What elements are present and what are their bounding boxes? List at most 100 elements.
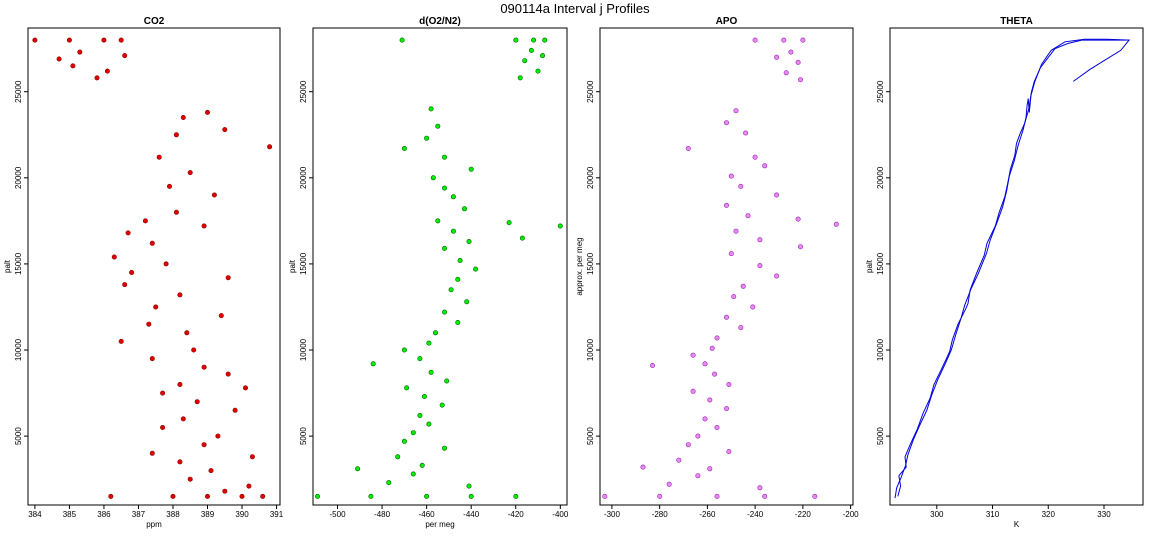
data-point [177,459,183,465]
data-point [733,108,739,114]
data-point [441,154,447,160]
data-point [239,493,245,499]
data-point [450,228,456,234]
data-point [473,266,479,272]
data-point [657,493,663,499]
data-point [401,438,407,444]
data-point [797,77,803,83]
data-point [457,257,463,263]
data-point [401,146,407,152]
y-axis-label: approx. per meg [575,237,584,295]
data-point [177,292,183,298]
y-tick-label: 25000 [299,80,308,103]
x-axis-label: ppm [146,520,162,529]
data-point [426,421,432,427]
data-point [833,221,839,227]
data-point [640,464,646,470]
data-point [156,154,162,160]
data-point [676,457,682,463]
data-point [417,412,423,418]
data-point [314,493,320,499]
data-point [149,356,155,362]
data-point [723,202,729,208]
x-tick-label: -400 [552,510,569,519]
y-tick-label: 25000 [586,80,595,103]
data-point [542,37,548,43]
data-point [163,261,169,267]
data-point [118,338,124,344]
data-point [56,56,62,62]
data-point [421,393,427,399]
data-point [702,361,708,367]
data-point [208,468,214,474]
data-point [142,218,148,224]
data-point [368,493,374,499]
data-point [712,371,718,377]
panel-title: THETA [1000,16,1033,27]
data-point [386,480,392,486]
x-tick-label: 320 [1042,510,1056,519]
data-point [733,228,739,234]
y-tick-label: 10000 [14,338,23,361]
data-point [455,276,461,282]
x-tick-label: 388 [166,510,180,519]
data-point [444,378,450,384]
data-point [750,304,756,310]
x-tick-label: 389 [201,510,215,519]
data-point [173,132,179,138]
x-axis-label: K [1014,520,1020,529]
data-point [249,454,255,460]
data-point [170,493,176,499]
data-point [714,335,720,341]
data-point [788,49,794,55]
x-tick-label: -280 [652,510,669,519]
panel-title: CO2 [144,16,165,27]
data-point [122,53,128,59]
plot-frame [599,27,854,506]
x-tick-label: 390 [235,510,249,519]
y-tick-label: 20000 [876,166,885,189]
data-point [187,170,193,176]
data-point [757,485,763,491]
data-point [401,347,407,353]
data-point [531,37,537,43]
data-point [466,483,472,489]
panel-3: APO -300 -280 -260 -240 -220 -200 5000 10000 1500… [575,16,859,519]
data-point [267,144,273,150]
data-point [180,416,186,422]
data-point [762,493,768,499]
data-point [522,58,528,64]
x-tick-label: -240 [747,510,764,519]
data-point [218,313,224,319]
y-tick-label: 15000 [14,252,23,275]
data-point [723,406,729,412]
data-point [146,321,152,327]
data-point [215,433,221,439]
data-point [441,445,447,451]
data-point [690,388,696,394]
data-point [225,371,231,377]
x-axis-label: per meg [425,520,454,529]
y-tick-label: 15000 [876,252,885,275]
plot-frame [27,27,281,506]
data-point [246,483,252,489]
data-point [428,369,434,375]
y-tick-label: 5000 [586,427,595,445]
data-point [426,340,432,346]
data-point [695,473,701,479]
data-point [201,442,207,448]
data-point [740,283,746,289]
data-point [506,220,512,226]
data-point [685,442,691,448]
data-point [690,352,696,358]
data-point [723,120,729,126]
panel-4: THETA 300 310 320 330 5000 10000 15000 20000 2500… [865,16,1144,529]
panel-title: d(O2/N2) [419,16,461,27]
data-point [153,304,159,310]
y-tick-label: 20000 [299,166,308,189]
data-point [513,37,519,43]
data-point [602,493,608,499]
data-point [461,206,467,212]
data-point [410,471,416,477]
data-point [417,356,423,362]
